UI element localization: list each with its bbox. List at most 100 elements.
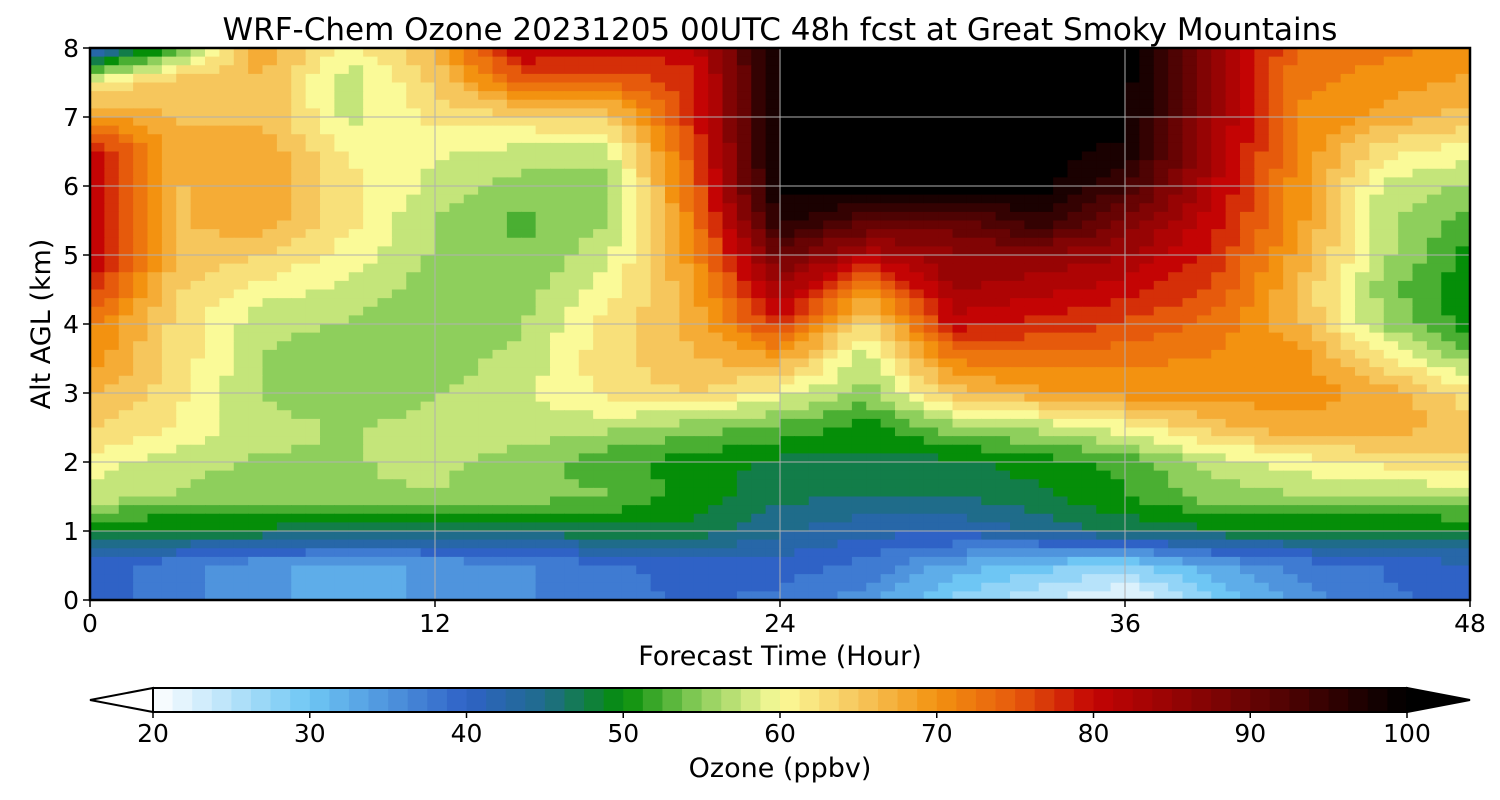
heatmap-cell (909, 142, 925, 153)
heatmap-cell (133, 177, 149, 187)
heatmap-cell (248, 142, 264, 153)
heatmap-cell (406, 65, 422, 75)
heatmap-cell (363, 142, 379, 153)
heatmap-cell (1311, 108, 1327, 118)
heatmap-cell (679, 341, 695, 351)
heatmap-cell (866, 479, 882, 489)
heatmap-cell (794, 117, 810, 127)
heatmap-cell (1182, 194, 1198, 204)
heatmap-cell (636, 436, 652, 446)
heatmap-cell (118, 401, 134, 411)
heatmap-cell (1038, 263, 1054, 273)
heatmap-cell (1182, 427, 1198, 437)
heatmap-cell (794, 410, 810, 420)
heatmap-cell (923, 263, 939, 273)
heatmap-cell (205, 444, 220, 454)
heatmap-cell (1340, 272, 1356, 282)
heatmap-cell (1455, 393, 1470, 403)
heatmap-cell (233, 487, 249, 498)
heatmap-cell (851, 246, 867, 256)
heatmap-cell (1053, 349, 1069, 360)
heatmap-cell (679, 203, 695, 213)
heatmap-cell (463, 56, 479, 66)
heatmap-cell (1211, 298, 1227, 308)
heatmap-cell (262, 349, 278, 360)
heatmap-cell (521, 48, 537, 58)
heatmap-cell (118, 410, 134, 420)
heatmap-cell (521, 444, 537, 454)
heatmap-cell (478, 393, 494, 403)
heatmap-cell (276, 324, 292, 334)
heatmap-cell (650, 134, 666, 144)
heatmap-cell (420, 91, 436, 101)
heatmap-cell (291, 99, 307, 109)
heatmap-cell (966, 358, 982, 368)
heatmap-cell (578, 341, 594, 351)
heatmap-cell (291, 393, 307, 403)
heatmap-cell (305, 229, 321, 239)
heatmap-cell (276, 229, 292, 239)
heatmap-cell (1024, 263, 1040, 273)
heatmap-cell (1225, 48, 1241, 58)
heatmap-cell (521, 393, 537, 403)
heatmap-cell (420, 358, 436, 368)
heatmap-cell (550, 306, 565, 316)
heatmap-cell (176, 315, 192, 325)
heatmap-cell (1038, 255, 1054, 265)
heatmap-cell (1369, 160, 1385, 170)
heatmap-cell (233, 168, 249, 178)
heatmap-cell (492, 125, 508, 135)
heatmap-cell (463, 487, 479, 498)
heatmap-cell (938, 108, 954, 118)
heatmap-cell (1225, 263, 1241, 273)
heatmap-cell (1225, 453, 1241, 463)
heatmap-cell (708, 65, 724, 75)
heatmap-cell (305, 134, 321, 144)
heatmap-cell (1326, 367, 1342, 377)
heatmap-cell (219, 134, 235, 144)
heatmap-cell (1441, 125, 1457, 135)
heatmap-cell (1455, 99, 1470, 109)
heatmap-cell (1240, 306, 1255, 316)
heatmap-cell (219, 358, 235, 368)
heatmap-cell (938, 315, 954, 325)
heatmap-cell (1283, 142, 1299, 153)
heatmap-cell (1441, 289, 1457, 299)
heatmap-cell (420, 436, 436, 446)
heatmap-cell (794, 401, 810, 411)
heatmap-cell (1355, 410, 1370, 420)
heatmap-cell (837, 73, 853, 84)
heatmap-cell (248, 108, 264, 118)
heatmap-cell (751, 125, 767, 135)
heatmap-cell (1254, 117, 1270, 127)
heatmap-cell (1125, 298, 1140, 308)
heatmap-cell (406, 358, 422, 368)
heatmap-cell (679, 436, 695, 446)
heatmap-cell (104, 168, 120, 178)
heatmap-cell (995, 384, 1011, 394)
heatmap-cell (363, 470, 379, 480)
heatmap-cell (1441, 108, 1457, 118)
heatmap-cell (665, 289, 680, 299)
heatmap-cell (995, 280, 1011, 291)
heatmap-cell (147, 341, 163, 351)
heatmap-cell (348, 436, 364, 446)
heatmap-cell (1398, 203, 1414, 213)
heatmap-cell (1326, 177, 1342, 187)
heatmap-cell (133, 453, 149, 463)
heatmap-cell (1024, 65, 1040, 75)
heatmap-cell (1196, 99, 1212, 109)
heatmap-cell (650, 160, 666, 170)
heatmap-cell (966, 332, 982, 342)
heatmap-cell (262, 177, 278, 187)
heatmap-cell (751, 444, 767, 454)
heatmap-cell (1024, 418, 1040, 429)
heatmap-cell (521, 151, 537, 161)
heatmap-cell (808, 453, 824, 463)
heatmap-cell (1096, 393, 1112, 403)
heatmap-cell (722, 56, 738, 66)
heatmap-cell (1081, 186, 1097, 196)
heatmap-cell (923, 306, 939, 316)
heatmap-cell (1096, 358, 1112, 368)
heatmap-cell (305, 306, 321, 316)
